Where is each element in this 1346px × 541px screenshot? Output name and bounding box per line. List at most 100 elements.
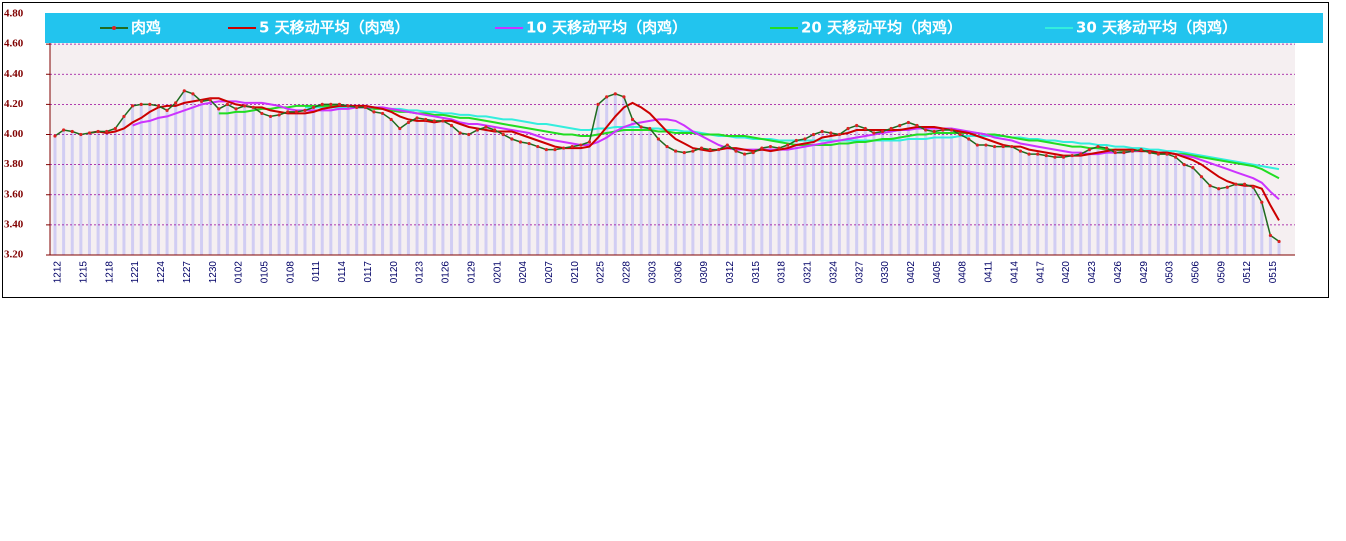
point — [1027, 152, 1031, 156]
bar — [855, 125, 859, 256]
point — [449, 123, 454, 128]
point — [53, 134, 57, 138]
x-tick-label: 1227 — [182, 261, 193, 284]
point — [1139, 147, 1143, 152]
x-tick-label: 0506 — [1190, 261, 1201, 284]
point — [62, 128, 66, 132]
point — [432, 119, 436, 123]
x-tick-label: 0411 — [984, 261, 995, 283]
bar — [1199, 176, 1203, 255]
x-tick-label: 1221 — [130, 261, 141, 284]
y-tick-label: 4.80 — [4, 8, 24, 20]
x-tick-label: 0306 — [673, 261, 684, 284]
x-tick-label: 0327 — [854, 261, 865, 284]
bar — [562, 148, 566, 255]
bar — [62, 129, 66, 255]
bar — [570, 146, 574, 255]
bar — [1217, 188, 1221, 255]
point — [587, 140, 592, 144]
bar — [200, 101, 204, 255]
point — [277, 113, 281, 117]
point — [1087, 147, 1091, 152]
point — [1251, 185, 1255, 189]
x-tick-label: 0405 — [932, 261, 943, 284]
point — [751, 150, 755, 155]
bar — [355, 107, 359, 255]
x-tick-label: 0414 — [1009, 261, 1020, 284]
bar — [510, 139, 514, 255]
bar — [312, 107, 316, 255]
point — [70, 129, 74, 134]
bar — [1268, 235, 1272, 255]
point — [294, 110, 298, 114]
bar — [863, 128, 867, 255]
point — [268, 114, 273, 119]
bar — [191, 93, 195, 255]
bar — [605, 96, 609, 255]
point — [1191, 166, 1195, 170]
bar — [1131, 151, 1134, 255]
point — [1122, 150, 1126, 155]
x-tick-label: 0426 — [1113, 261, 1124, 284]
bar — [260, 113, 264, 255]
point — [1174, 155, 1178, 159]
point — [837, 132, 842, 137]
bar — [286, 111, 290, 255]
bar — [1182, 164, 1186, 255]
bar — [415, 117, 419, 256]
bar — [458, 132, 462, 255]
bar — [596, 104, 600, 255]
point — [1001, 144, 1005, 149]
bar — [553, 149, 557, 255]
bar — [881, 131, 885, 255]
bar — [700, 148, 703, 255]
point — [674, 149, 678, 153]
bar — [717, 149, 721, 255]
point — [915, 123, 919, 128]
bar — [665, 146, 669, 255]
bar — [1010, 146, 1014, 255]
bar — [1062, 157, 1066, 255]
bar — [708, 149, 712, 255]
legend-label: 5 天移动平均（肉鸡） — [259, 19, 410, 37]
bar — [1027, 154, 1031, 255]
bar — [156, 105, 160, 255]
x-tick-label: 0324 — [828, 261, 839, 284]
legend-bar — [45, 13, 1323, 43]
bar — [1096, 146, 1100, 255]
point — [320, 102, 324, 106]
point — [846, 126, 850, 131]
bar — [932, 131, 936, 255]
point — [441, 119, 445, 123]
x-tick-label: 0228 — [622, 261, 633, 284]
point — [596, 102, 600, 106]
x-tick-label: 0429 — [1139, 261, 1150, 284]
point — [717, 147, 721, 152]
bar — [1165, 154, 1169, 255]
point — [898, 123, 902, 128]
bar — [1105, 148, 1109, 255]
bar — [1191, 167, 1195, 255]
bar — [398, 128, 402, 255]
x-tick-label: 0108 — [285, 261, 296, 284]
point — [630, 117, 635, 122]
bar — [967, 139, 971, 255]
point — [811, 132, 816, 137]
bar — [53, 136, 57, 255]
point — [217, 107, 221, 111]
bar — [639, 126, 643, 255]
x-tick-label: 1230 — [208, 261, 219, 284]
bar — [777, 148, 781, 255]
point — [605, 95, 609, 99]
point — [1217, 187, 1221, 191]
x-tick-label: 0318 — [777, 261, 788, 284]
series-line — [218, 104, 1280, 180]
bar — [1087, 149, 1091, 255]
bar — [1122, 152, 1126, 255]
bar — [941, 129, 945, 255]
bar — [760, 148, 764, 255]
bar — [889, 128, 893, 255]
point — [260, 111, 264, 116]
bar — [467, 134, 471, 255]
bar — [898, 125, 902, 256]
